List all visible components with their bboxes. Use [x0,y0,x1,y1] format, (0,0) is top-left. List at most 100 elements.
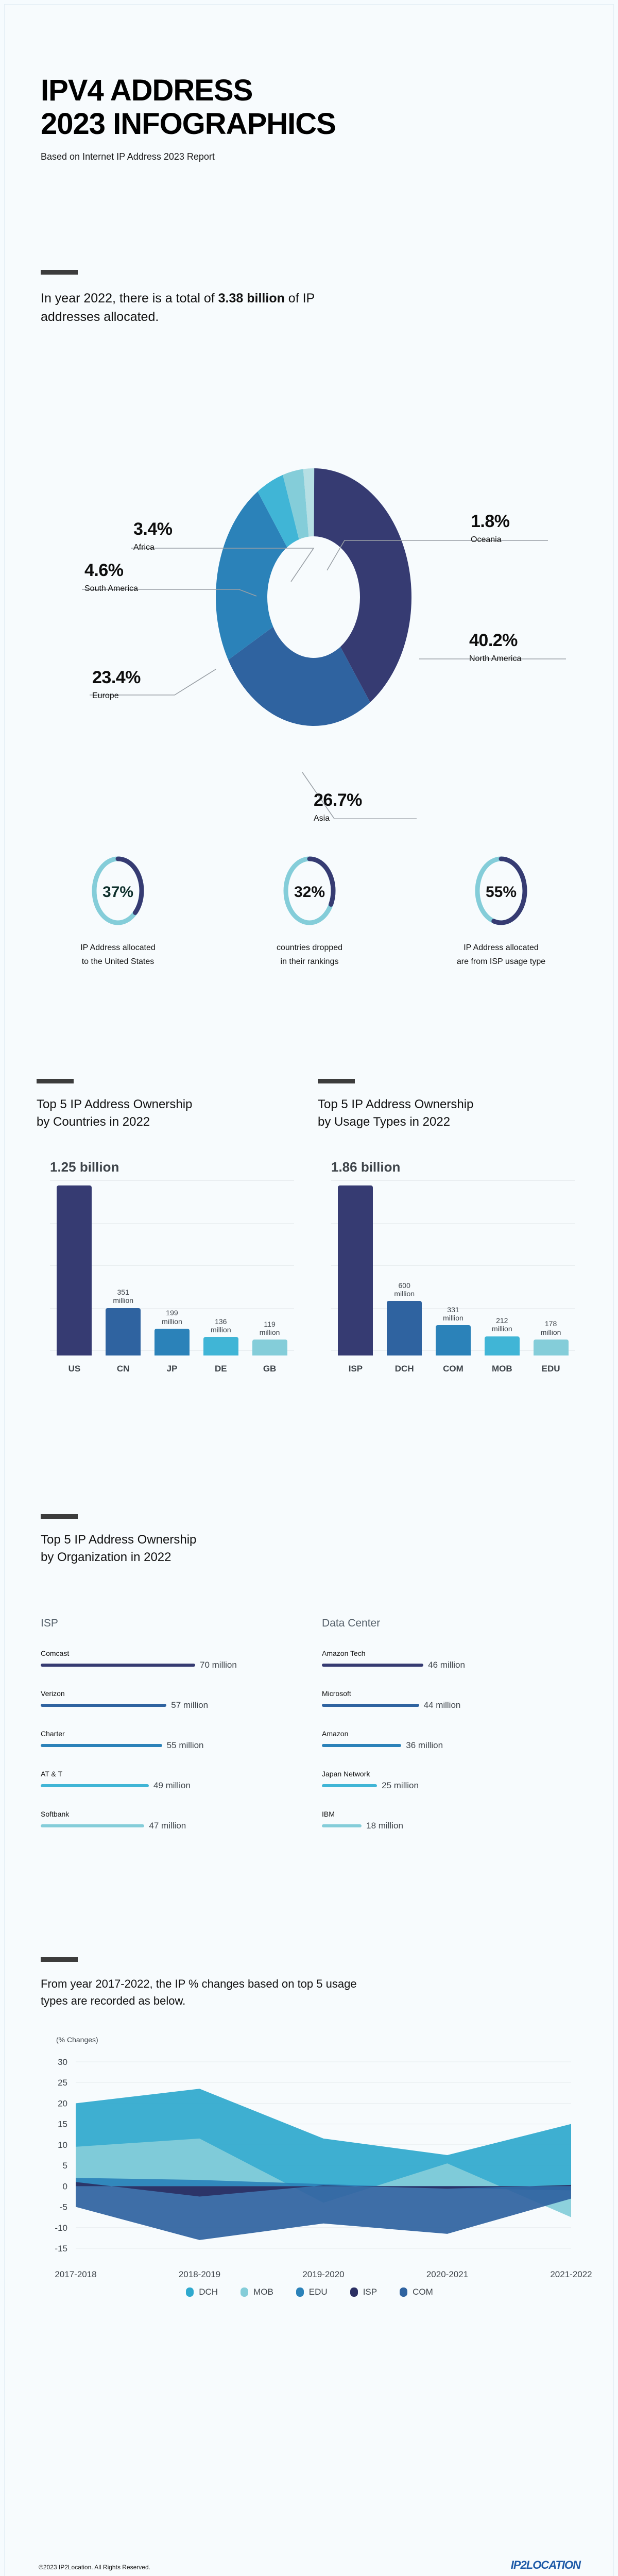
org-bar-line: 46 million [322,1660,564,1670]
area-x-tick: 2019-2020 [302,2269,344,2279]
bar-chart-top-label: 1.25 billion [50,1159,119,1175]
bar-plot: 600 million 331 million 212 million 178 … [318,1180,575,1381]
bar-MOB [484,1336,520,1356]
bar-x-label: DE [214,1364,227,1374]
section-rule [37,1079,74,1083]
stat-ring-2: 55% IP Address allocated are from ISP us… [414,855,589,969]
area-y-tick: 30 [58,2057,67,2067]
org-name: Comcast [41,1649,70,1657]
org-row: Japan Network 25 million [322,1770,564,1797]
org-bar-line: 70 million [41,1660,283,1670]
ring-1-value: 32% [294,884,325,901]
area-chart-section: From year 2017-2022, the IP % changes ba… [5,1957,613,2447]
org-row: Amazon Tech 46 million [322,1649,564,1676]
donut-svg [82,468,566,819]
legend-item-ISP[interactable]: ISP [350,2287,377,2297]
bar-cell: 212 million [477,1316,526,1356]
legend-dot-icon [241,2287,249,2297]
page-header: IPV4 ADDRESS 2023 INFOGRAPHICS Based on … [41,74,504,162]
org-name: Charter [41,1730,65,1738]
org-row: IBM 18 million [322,1810,564,1837]
org-amount: 36 million [406,1740,443,1750]
donut-slice-north-america [314,468,412,703]
org-name: IBM [322,1810,335,1818]
ring-1-caption: countries dropped in their rankings [276,943,343,967]
region-donut-chart: 40.2% North America 26.7% Asia 23.4% Europe 4.… [5,365,613,823]
bar-x-label: GB [263,1364,277,1374]
org-name: Verizon [41,1689,65,1698]
org-bar [322,1824,362,1827]
bar-series: 600 million 331 million 212 million 178 … [331,1180,575,1356]
org-row: AT & T 49 million [41,1770,283,1797]
legend-item-MOB[interactable]: MOB [241,2287,273,2297]
donut-leader-line [327,540,548,571]
bar-ISP [338,1185,373,1356]
org-bar-line: 44 million [322,1700,564,1710]
bar-cell: 178 million [526,1319,575,1356]
donut-slice-south-america [258,474,299,548]
area-intro-text: From year 2017-2022, the IP % changes ba… [41,1977,357,2007]
section-rule [41,1957,78,1962]
org-amount: 44 million [423,1700,461,1710]
donut-label-asia: 26.7% Asia [314,790,362,823]
org-name: Amazon [322,1730,349,1738]
org-name: Amazon Tech [322,1649,366,1657]
org-amount: 70 million [200,1660,237,1670]
legend-item-EDU[interactable]: EDU [296,2287,328,2297]
org-bar-line: 25 million [322,1781,564,1791]
area-series-COM [76,2186,571,2240]
donut-label-africa: 3.4% Africa [133,519,173,552]
bar-US [57,1185,92,1356]
donut-slice-africa [283,469,309,540]
bar-EDU [533,1339,569,1356]
area-y-tick: -5 [60,2202,67,2212]
org-amount: 49 million [153,1781,191,1790]
bar-x-label: JP [166,1364,178,1374]
bar-series: 351 million 199 million 136 million 119 … [50,1180,294,1356]
ring-1-svg: 32% [283,856,336,925]
infographic-page: IPV4 ADDRESS 2023 INFOGRAPHICS Based on … [4,4,614,2576]
donut-slice-asia [228,626,370,726]
donut-label-south-america: 4.6% South America [84,561,138,594]
org-bar [322,1664,424,1667]
donut-label-name: North America [469,654,522,664]
legend-item-COM[interactable]: COM [400,2287,433,2297]
area-x-tick: 2017-2018 [55,2269,96,2279]
legend-dot-icon [296,2287,304,2297]
stat-rings: 37% IP Address allocated to the United S… [5,855,613,1025]
donut-slice-europe [215,492,287,660]
donut-label-name: Oceania [471,535,502,545]
legend-item-DCH[interactable]: DCH [186,2287,218,2297]
org-amount: 55 million [166,1740,204,1750]
donut-slice-oceania [303,468,315,537]
bar-value-label: 331 million [443,1306,464,1323]
bar-value-label: 600 million [394,1281,415,1298]
intro-block: In year 2022, there is a total of 3.38 b… [41,270,329,327]
bar-chart-countries: Top 5 IP Address Ownership by Countries … [37,1079,294,1381]
org-bar [41,1824,145,1827]
org-bar [41,1744,162,1747]
org-bar [41,1784,149,1787]
org-row: Softbank 47 million [41,1810,283,1837]
area-y-tick: 25 [58,2078,67,2088]
bar-GB [252,1339,287,1356]
donut-leader-line [302,772,417,819]
section-rule [318,1079,355,1083]
org-row: Verizon 57 million [41,1689,283,1716]
bar-x-label: ISP [348,1364,363,1374]
legend-dot-icon [350,2287,358,2297]
area-y-unit-label: (% Changes) [56,2036,98,2044]
org-group-isp: ISP Comcast 70 million Verizon 57 millio… [41,1617,283,1850]
organization-header: Top 5 IP Address Ownership by Organizati… [41,1514,308,1566]
legend-dot-icon [400,2287,408,2297]
bar-value-label: 212 million [491,1316,512,1333]
org-bar [41,1664,195,1667]
bar-CN [106,1308,141,1356]
bar-x-label: COM [443,1364,464,1374]
page-subtitle: Based on Internet IP Address 2023 Report [41,151,215,162]
intro-lead: In year 2022, there is a total of [41,291,218,306]
legend-label: EDU [308,2287,328,2297]
ring-0-caption: IP Address allocated to the United State… [80,943,156,967]
bar-x-label: CN [116,1364,130,1374]
area-x-tick: 2021-2022 [550,2269,592,2279]
